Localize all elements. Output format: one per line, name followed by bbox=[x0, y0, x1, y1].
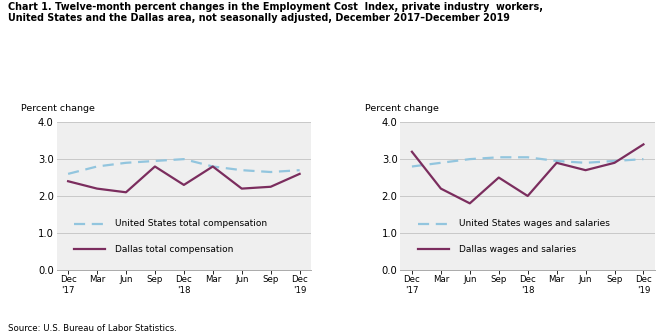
Text: Chart 1. Twelve-month percent changes in the Employment Cost  Index, private ind: Chart 1. Twelve-month percent changes in… bbox=[8, 2, 543, 23]
Text: United States total compensation: United States total compensation bbox=[115, 219, 267, 228]
Text: United States wages and salaries: United States wages and salaries bbox=[459, 219, 610, 228]
Text: Dallas wages and salaries: Dallas wages and salaries bbox=[459, 245, 576, 254]
Text: Source: U.S. Bureau of Labor Statistics.: Source: U.S. Bureau of Labor Statistics. bbox=[8, 324, 177, 333]
Text: Percent change: Percent change bbox=[364, 105, 438, 114]
Text: Percent change: Percent change bbox=[21, 105, 94, 114]
Text: Dallas total compensation: Dallas total compensation bbox=[115, 245, 233, 254]
